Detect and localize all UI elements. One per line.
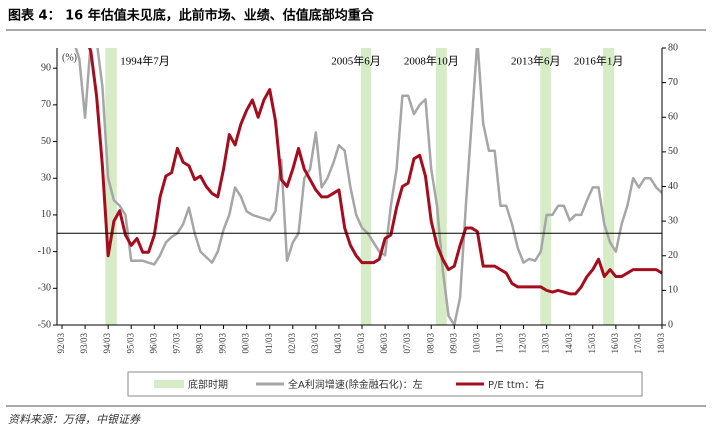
y-tick-label: -10: [38, 246, 51, 257]
y-tick-label: 70: [41, 99, 51, 110]
x-tick-label: 96/03: [148, 333, 158, 354]
x-tick-label: 09/03: [448, 333, 458, 354]
y2-tick-label: 30: [668, 215, 678, 226]
legend-label: 全A利润增速(除金融石化)：左: [288, 378, 423, 391]
y2-tick-label: 20: [668, 250, 678, 261]
bottom-band: [435, 48, 447, 325]
y2-tick-label: 40: [668, 181, 678, 192]
y-tick-label: -30: [38, 283, 51, 294]
x-tick-label: 07/03: [402, 333, 412, 354]
y2-tick-label: 80: [668, 42, 678, 53]
y-unit: (%): [62, 52, 77, 63]
source: 资料来源：万得，中银证券: [8, 413, 141, 426]
bottom-band: [603, 48, 615, 325]
x-tick-label: 02/03: [287, 333, 297, 354]
x-tick-label: 03/03: [310, 333, 320, 354]
x-tick-label: 99/03: [218, 333, 228, 354]
band-label: 2013年6月: [511, 54, 561, 68]
x-tick-label: 08/03: [425, 333, 435, 354]
band-label: 2016年1月: [574, 54, 624, 68]
legend-swatch: [154, 380, 184, 388]
x-tick-label: 17/03: [633, 333, 643, 354]
band-label: 2005年6月: [331, 54, 381, 68]
x-tick-label: 13/03: [541, 333, 551, 354]
x-tick-label: 11/03: [495, 333, 505, 354]
chart-title: 图表 4： 16 年估值未见底，此前市场、业绩、估值底部均重合: [8, 8, 375, 24]
x-tick-label: 05/03: [356, 333, 366, 354]
x-tick-label: 95/03: [125, 333, 135, 354]
y-tick-label: 10: [41, 209, 51, 220]
x-tick-label: 98/03: [195, 333, 205, 354]
x-tick-label: 14/03: [564, 333, 574, 354]
x-tick-label: 92/03: [56, 333, 66, 354]
legend-label: P/E ttm：右: [488, 378, 544, 391]
x-tick-label: 16/03: [610, 333, 620, 354]
series-line: [74, 48, 662, 325]
y-tick-label: 50: [41, 136, 51, 147]
y-tick-label: 90: [41, 62, 51, 73]
x-tick-label: 93/03: [79, 333, 89, 354]
x-tick-label: 94/03: [102, 333, 112, 354]
x-tick-label: 06/03: [379, 333, 389, 354]
x-tick-label: 15/03: [587, 333, 597, 354]
y2-tick-label: 10: [668, 285, 678, 296]
y2-tick-label: 70: [668, 77, 678, 88]
legend-box: [127, 371, 643, 397]
y2-tick-label: 0: [668, 319, 673, 330]
y2-tick-label: 50: [668, 146, 678, 157]
x-tick-label: 01/03: [264, 333, 274, 354]
band-label: 1994年7月: [120, 54, 170, 68]
x-tick-label: 00/03: [241, 333, 251, 354]
x-tick-label: 04/03: [333, 333, 343, 354]
legend-label: 底部时期: [188, 378, 228, 391]
series-line: [88, 48, 662, 296]
band-label: 2008年10月: [404, 54, 459, 68]
x-tick-label: 97/03: [171, 333, 181, 354]
bottom-band: [360, 48, 372, 325]
y-tick-label: 30: [41, 173, 51, 184]
y-tick-label: -50: [38, 319, 51, 330]
y2-tick-label: 60: [668, 112, 678, 123]
plot-area: [74, 48, 662, 325]
x-tick-label: 12/03: [518, 333, 528, 354]
x-tick-label: 10/03: [471, 333, 481, 354]
x-tick-label: 18/03: [656, 333, 666, 354]
bottom-band: [540, 48, 552, 325]
